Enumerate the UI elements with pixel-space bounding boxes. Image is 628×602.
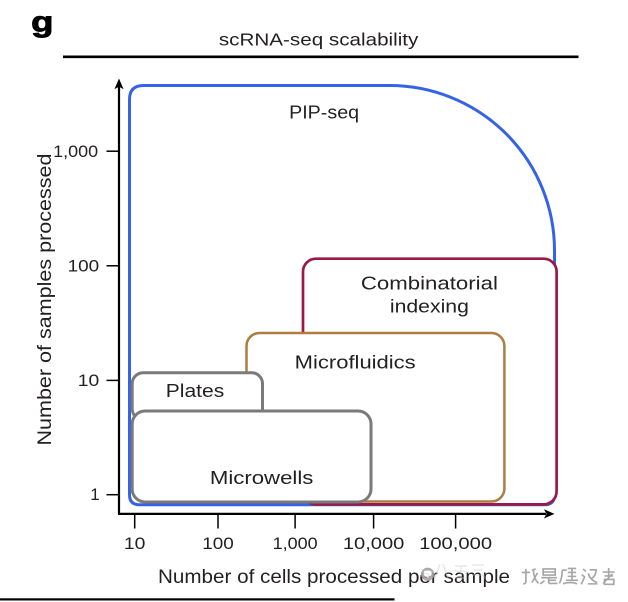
- svg-text:PIP-seq: PIP-seq: [289, 101, 359, 122]
- svg-text:10: 10: [124, 534, 146, 553]
- svg-text:g: g: [31, 5, 53, 38]
- svg-text:Plates: Plates: [166, 380, 225, 401]
- svg-text:100: 100: [68, 256, 100, 275]
- svg-text:scRNA-seq scalability: scRNA-seq scalability: [219, 30, 419, 50]
- svg-text:Number of cells processed per: Number of cells processed per sample: [158, 566, 510, 588]
- svg-text:1: 1: [90, 485, 99, 504]
- svg-text:100: 100: [202, 534, 234, 553]
- svg-text:10: 10: [78, 371, 100, 390]
- svg-text:1,000: 1,000: [273, 534, 318, 553]
- svg-text:100,000: 100,000: [419, 534, 492, 553]
- svg-text:Number of samples processed: Number of samples processed: [34, 154, 56, 446]
- svg-text:10,000: 10,000: [343, 534, 405, 553]
- svg-text:indexing: indexing: [390, 295, 469, 316]
- svg-text:Combinatorial: Combinatorial: [361, 273, 498, 294]
- svg-text:Microwells: Microwells: [210, 467, 314, 488]
- svg-text:1,000: 1,000: [53, 142, 98, 161]
- svg-text:Microfluidics: Microfluidics: [295, 351, 416, 372]
